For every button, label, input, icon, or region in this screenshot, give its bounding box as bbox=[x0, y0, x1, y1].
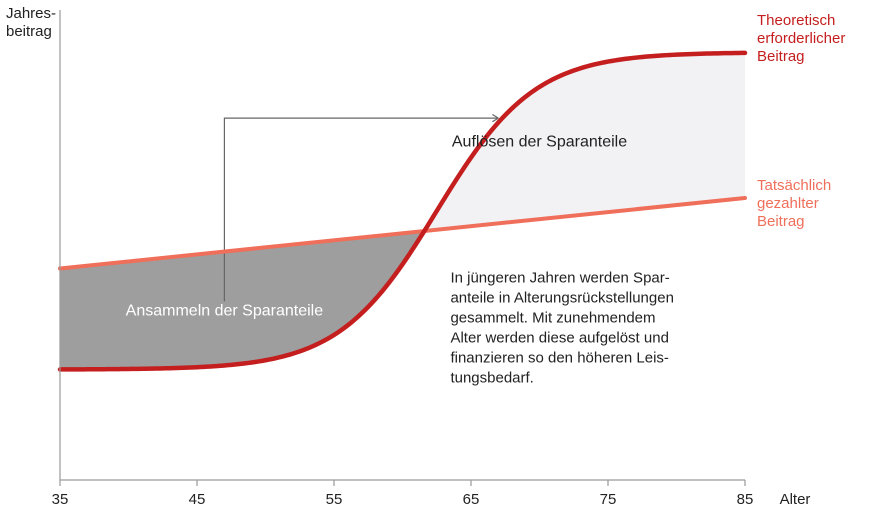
paragraph-line: anteile in Alterungsrückstellungen bbox=[450, 290, 673, 307]
legend-linear: gezahlter bbox=[757, 195, 819, 212]
x-tick-label: 35 bbox=[52, 491, 69, 508]
x-tick-label: 85 bbox=[737, 491, 754, 508]
paragraph-line: finanzieren so den höheren Leis- bbox=[450, 350, 668, 367]
legend-linear: Tatsächlich bbox=[757, 177, 831, 194]
fill-below bbox=[60, 231, 424, 369]
x-tick-label: 75 bbox=[600, 491, 617, 508]
legend-sigmoid: erforderlicher bbox=[757, 30, 845, 47]
legend-linear: Beitrag bbox=[757, 213, 805, 230]
x-tick-label: 45 bbox=[189, 491, 206, 508]
paragraph-line: tungsbedarf. bbox=[450, 370, 533, 387]
paragraph-line: Alter werden diese aufgelöst und bbox=[450, 330, 668, 347]
y-axis-label: beitrag bbox=[6, 23, 52, 40]
label-above: Auflösen der Sparanteile bbox=[452, 133, 627, 150]
x-tick-label: 55 bbox=[326, 491, 343, 508]
paragraph-line: In jüngeren Jahren werden Spar- bbox=[450, 270, 669, 287]
y-axis-label: Jahres- bbox=[6, 5, 56, 22]
paragraph-line: gesammelt. Mit zunehmendem bbox=[450, 310, 655, 327]
label-below: Ansammeln der Sparanteile bbox=[126, 303, 324, 320]
x-axis-label: Alter bbox=[780, 491, 811, 508]
x-tick-label: 65 bbox=[463, 491, 480, 508]
legend-sigmoid: Beitrag bbox=[757, 48, 805, 65]
legend-sigmoid: Theoretisch bbox=[757, 12, 835, 29]
